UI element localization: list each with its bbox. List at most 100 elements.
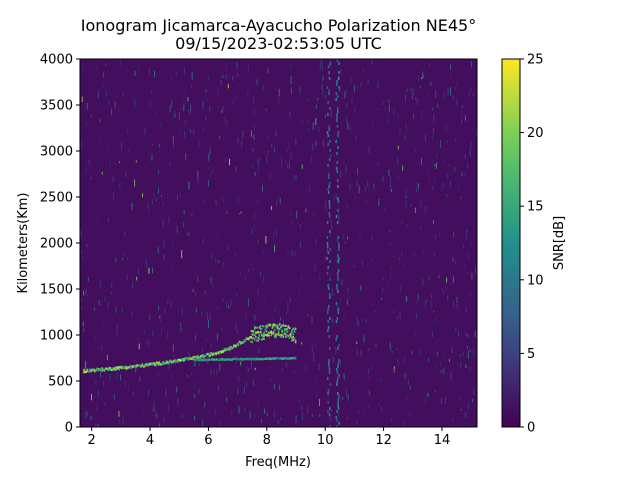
trace-point <box>256 339 258 342</box>
noise-speck <box>466 272 468 275</box>
trace-point <box>258 337 261 340</box>
trace-point <box>221 358 224 361</box>
trace-point <box>293 337 296 340</box>
noise-speck <box>453 301 454 307</box>
noise-speck <box>226 391 227 394</box>
noise-speck <box>397 176 399 180</box>
noise-speck <box>351 98 353 104</box>
trace-point <box>217 359 219 362</box>
noise-speck <box>405 189 407 194</box>
noise-speck <box>402 422 404 426</box>
trace-point <box>82 368 85 371</box>
noise-speck <box>346 416 348 420</box>
noise-speck <box>213 369 215 374</box>
trace-point <box>135 366 138 369</box>
noise-speck <box>197 276 199 282</box>
noise-speck <box>452 418 454 423</box>
trace-point <box>112 368 114 371</box>
noise-speck <box>271 143 273 148</box>
noise-speck <box>315 104 317 109</box>
trace-point <box>292 333 294 336</box>
trace-point <box>196 355 198 358</box>
trace-point <box>281 324 283 327</box>
noise-speck <box>219 363 221 371</box>
noise-speck <box>337 305 339 310</box>
trace-point <box>182 358 185 361</box>
interference-band-0 <box>328 206 331 209</box>
trace-point <box>233 344 235 347</box>
noise-speck <box>339 360 341 366</box>
trace-point <box>91 369 94 372</box>
noise-speck <box>422 71 424 76</box>
trace-point <box>269 357 271 360</box>
noise-speck <box>409 86 411 92</box>
noise-speck <box>150 156 152 162</box>
trace-point <box>167 362 169 365</box>
noise-speck <box>217 306 219 309</box>
noise-speck <box>298 291 300 296</box>
noise-speck <box>308 128 310 133</box>
noise-speck <box>435 163 437 169</box>
interference-band-0 <box>329 149 331 152</box>
trace-point <box>124 365 127 368</box>
interference-band-0 <box>326 272 329 275</box>
trace-point <box>178 359 180 361</box>
noise-speck <box>245 274 247 281</box>
trace-point <box>174 361 176 364</box>
noise-speck <box>138 65 139 71</box>
noise-speck <box>437 103 439 108</box>
trace-point <box>291 331 293 334</box>
trace-point <box>257 331 260 334</box>
noise-speck <box>431 158 433 163</box>
noise-speck <box>356 349 358 356</box>
interference-band-1 <box>336 161 338 164</box>
trace-point <box>280 334 282 337</box>
noise-speck <box>219 421 221 427</box>
noise-speck <box>267 68 269 73</box>
noise-speck <box>323 205 325 209</box>
noise-speck <box>170 301 172 308</box>
noise-speck <box>227 83 229 89</box>
noise-speck <box>102 83 104 88</box>
noise-speck <box>356 317 358 325</box>
trace-point <box>229 358 231 361</box>
noise-speck <box>469 149 471 157</box>
trace-point <box>288 334 291 337</box>
trace-point <box>150 362 152 365</box>
noise-speck <box>180 328 182 333</box>
trace-point <box>211 353 214 355</box>
noise-speck <box>226 210 228 215</box>
noise-speck <box>301 276 303 280</box>
noise-speck <box>152 198 153 205</box>
trace-point <box>231 358 234 361</box>
noise-speck <box>238 405 240 414</box>
noise-speck <box>258 348 260 353</box>
trace-point <box>244 339 247 342</box>
trace-point <box>288 357 291 360</box>
noise-speck <box>170 372 172 380</box>
noise-speck <box>462 104 463 109</box>
trace-point <box>128 366 130 369</box>
noise-speck <box>289 297 291 302</box>
noise-speck <box>132 392 134 396</box>
trace-point <box>206 359 208 362</box>
noise-speck <box>261 418 262 423</box>
interference-band-1 <box>337 110 339 113</box>
noise-speck <box>342 234 344 240</box>
noise-speck <box>350 76 352 83</box>
noise-speck <box>165 389 167 396</box>
noise-speck <box>393 107 395 116</box>
noise-speck <box>168 403 170 412</box>
noise-speck <box>356 341 358 344</box>
noise-speck <box>223 199 225 203</box>
noise-speck <box>182 414 183 418</box>
noise-speck <box>294 326 296 331</box>
interference-band-0 <box>329 182 331 185</box>
interference-band-1 <box>337 185 339 188</box>
interference-band-1 <box>338 62 340 65</box>
interference-band-1 <box>338 374 340 377</box>
noise-speck <box>460 363 462 370</box>
noise-speck <box>190 129 192 134</box>
trace-point <box>134 365 136 368</box>
trace-point <box>192 356 195 358</box>
